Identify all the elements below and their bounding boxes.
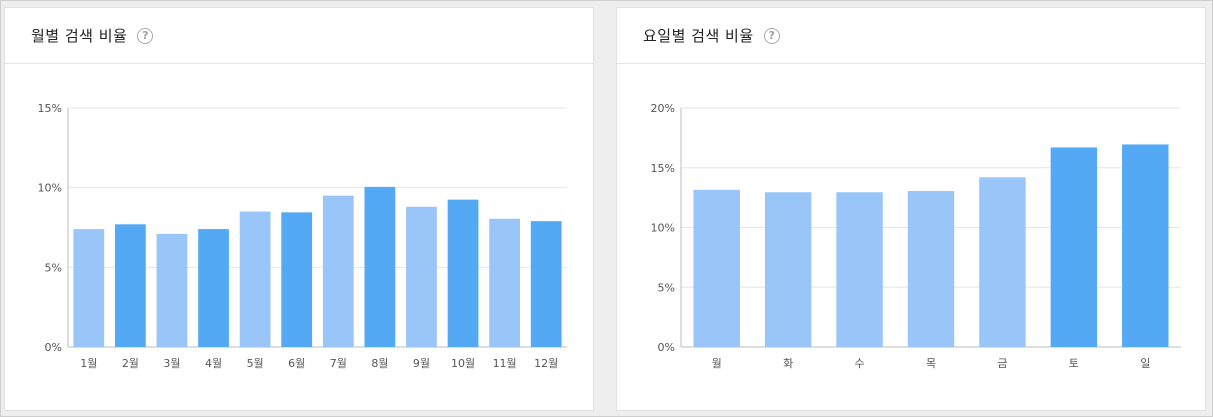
x-tick-label: 3월 xyxy=(163,357,180,370)
y-tick-label: 20% xyxy=(651,102,675,115)
bar[interactable] xyxy=(979,177,1026,347)
bar[interactable] xyxy=(489,218,521,347)
y-tick-label: 0% xyxy=(45,341,62,354)
x-tick-label: 금 xyxy=(997,357,1007,370)
x-tick-label: 7월 xyxy=(330,357,347,370)
x-tick-label: 5월 xyxy=(247,357,264,370)
monthly-card-title: 월별 검색 비율 xyxy=(31,27,128,45)
x-tick-label: 10월 xyxy=(451,357,475,370)
y-tick-label: 10% xyxy=(651,222,675,235)
y-tick-label: 15% xyxy=(38,102,62,115)
bar[interactable] xyxy=(73,229,105,347)
x-tick-label: 화 xyxy=(783,357,793,370)
x-tick-label: 4월 xyxy=(205,357,222,370)
bar[interactable] xyxy=(114,224,146,347)
monthly-card-header: 월별 검색 비율 ? xyxy=(5,8,593,64)
weekday-card-header: 요일별 검색 비율 ? xyxy=(617,8,1205,64)
x-tick-label: 6월 xyxy=(288,357,305,370)
monthly-search-card: 월별 검색 비율 ? 0% 5% 10% 15% 1월 2월 3월 4월 5월 6월 7월 8월 9월 1… xyxy=(4,7,594,411)
bar[interactable] xyxy=(281,212,313,347)
bar[interactable] xyxy=(198,229,229,347)
bar[interactable] xyxy=(1050,147,1098,347)
x-tick-label: 수 xyxy=(855,357,865,370)
weekday-bar-chart: 0% 5% 10% 15% 20% 월 화 수 목 금 토 일 xyxy=(651,102,1181,370)
monthly-bar-chart: 0% 5% 10% 15% 1월 2월 3월 4월 5월 6월 7월 8월 9월 10월 11월 12월 xyxy=(38,102,567,370)
x-tick-label: 12월 xyxy=(534,357,558,370)
weekday-search-card: 요일별 검색 비율 ? 0% 5% 10% 15% 20% 월 화 수 목 금 토 일 xyxy=(616,7,1206,411)
bar[interactable] xyxy=(239,211,271,347)
weekday-card-title: 요일별 검색 비율 xyxy=(643,27,754,45)
bar[interactable] xyxy=(322,195,354,347)
y-tick-label: 15% xyxy=(651,162,675,175)
x-tick-label: 토 xyxy=(1069,357,1079,370)
bar[interactable] xyxy=(836,192,883,347)
bar[interactable] xyxy=(364,186,396,347)
x-tick-label: 9월 xyxy=(413,357,430,370)
help-question-icon[interactable]: ? xyxy=(137,27,154,44)
bar[interactable] xyxy=(907,191,955,347)
bar[interactable] xyxy=(1122,144,1169,347)
x-tick-label: 목 xyxy=(926,357,936,370)
x-tick-label: 8월 xyxy=(371,357,388,370)
x-tick-label: 일 xyxy=(1140,356,1150,370)
x-tick-label: 월 xyxy=(712,357,722,370)
bar[interactable] xyxy=(693,189,740,347)
bar[interactable] xyxy=(530,221,562,347)
bar[interactable] xyxy=(156,233,188,347)
bar[interactable] xyxy=(447,199,479,347)
bar[interactable] xyxy=(764,192,812,347)
bar[interactable] xyxy=(406,206,437,347)
x-tick-label: 1월 xyxy=(80,357,97,370)
y-tick-label: 0% xyxy=(658,341,675,354)
x-tick-label: 2월 xyxy=(122,357,139,370)
y-tick-label: 5% xyxy=(45,261,62,274)
y-tick-label: 10% xyxy=(38,182,62,195)
x-tick-label: 11월 xyxy=(493,357,517,370)
help-question-icon[interactable]: ? xyxy=(763,27,780,44)
y-tick-label: 5% xyxy=(658,281,675,294)
